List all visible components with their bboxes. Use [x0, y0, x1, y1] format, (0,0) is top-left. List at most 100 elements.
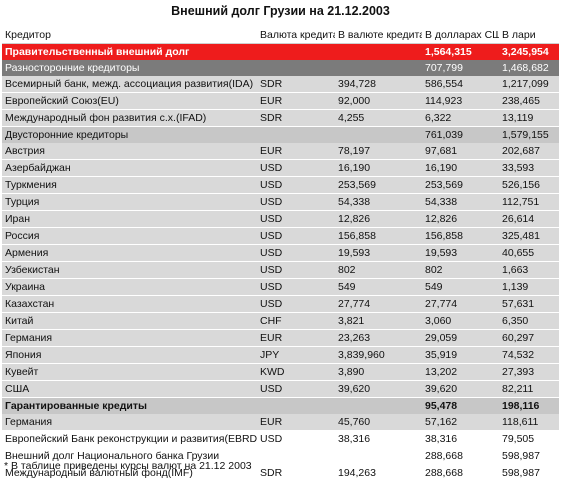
loan-currency-amount-cell	[335, 126, 422, 143]
creditor-cell: Туркмения	[2, 176, 257, 194]
usd-amount-cell: 253,569	[422, 176, 499, 194]
currency-cell: SDR	[257, 464, 335, 482]
usd-amount-cell: 97,681	[422, 143, 499, 160]
table-row: Россия USD 156,858 156,858 325,481	[2, 227, 559, 245]
table-row: Европейский Банк реконструкции и развити…	[2, 430, 559, 448]
creditor-cell: США	[2, 380, 257, 398]
currency-cell: USD	[257, 176, 335, 194]
currency-cell: USD	[257, 193, 335, 211]
lari-amount-cell: 202,687	[499, 143, 559, 160]
lari-amount-cell: 57,631	[499, 295, 559, 313]
currency-cell: EUR	[257, 143, 335, 160]
creditor-cell: Кувейт	[2, 363, 257, 381]
creditor-cell: Узбекистан	[2, 261, 257, 279]
usd-amount-cell: 586,554	[422, 76, 499, 93]
loan-currency-amount-cell	[335, 43, 422, 60]
table-row: Двусторонние кредиторы 761,039 1,579,155	[2, 126, 559, 143]
lari-amount-cell: 1,468,682	[499, 60, 559, 76]
loan-currency-amount-cell: 23,263	[335, 329, 422, 347]
currency-cell: USD	[257, 159, 335, 177]
table-row: Кувейт KWD 3,890 13,202 27,393	[2, 363, 559, 381]
table-row: Туркмения USD 253,569 253,569 526,156	[2, 176, 559, 194]
loan-currency-amount-cell: 39,620	[335, 380, 422, 398]
currency-cell: USD	[257, 295, 335, 313]
table-row: Европейский Союз(EU) EUR 92,000 114,923 238,…	[2, 92, 559, 110]
currency-cell: USD	[257, 380, 335, 398]
currency-cell	[257, 447, 335, 465]
usd-amount-cell: 27,774	[422, 295, 499, 313]
loan-currency-amount-cell: 194,263	[335, 464, 422, 482]
creditor-cell: Украина	[2, 278, 257, 296]
table-row: Узбекистан USD 802 802 1,663	[2, 261, 559, 279]
usd-amount-cell: 57,162	[422, 414, 499, 431]
lari-amount-cell: 598,987	[499, 464, 559, 482]
lari-amount-cell: 82,211	[499, 380, 559, 398]
currency-cell: EUR	[257, 329, 335, 347]
currency-cell: EUR	[257, 414, 335, 431]
loan-currency-amount-cell: 3,821	[335, 312, 422, 330]
loan-currency-amount-cell: 45,760	[335, 414, 422, 431]
creditor-cell: Иран	[2, 210, 257, 228]
currency-cell: USD	[257, 430, 335, 448]
loan-currency-amount-cell: 54,338	[335, 193, 422, 211]
creditor-cell: Внешний долг Национального банка Грузии	[2, 447, 257, 465]
table-row: Казахстан USD 27,774 27,774 57,631	[2, 295, 559, 313]
currency-cell: USD	[257, 261, 335, 279]
creditor-cell: Китай	[2, 312, 257, 330]
creditor-cell: Правительственный внешний долг	[2, 43, 257, 60]
lari-amount-cell: 526,156	[499, 176, 559, 194]
creditor-cell: Разносторонние кредиторы	[2, 60, 257, 76]
loan-currency-amount-cell: 12,826	[335, 210, 422, 228]
page-title: Внешний долг Грузии на 21.12.2003	[171, 4, 390, 18]
lari-amount-cell: 3,245,954	[499, 43, 559, 60]
table-row: Австрия EUR 78,197 97,681 202,687	[2, 143, 559, 160]
table-row: Армения USD 19,593 19,593 40,655	[2, 244, 559, 262]
lari-amount-cell: 112,751	[499, 193, 559, 211]
table-row: Германия EUR 45,760 57,162 118,611	[2, 414, 559, 431]
creditor-cell: Россия	[2, 227, 257, 245]
loan-currency-amount-cell: 549	[335, 278, 422, 296]
loan-currency-amount-cell: 4,255	[335, 109, 422, 127]
lari-amount-cell: 13,119	[499, 109, 559, 127]
usd-amount-cell: 29,059	[422, 329, 499, 347]
lari-amount-cell: 27,393	[499, 363, 559, 381]
table-header-row: Кредитор Валюта кредита В валюте кредита…	[2, 27, 559, 44]
usd-amount-cell: 19,593	[422, 244, 499, 262]
loan-currency-amount-cell	[335, 60, 422, 76]
lari-amount-cell: 60,297	[499, 329, 559, 347]
lari-amount-cell: 33,593	[499, 159, 559, 177]
loan-currency-amount-cell: 253,569	[335, 176, 422, 194]
usd-amount-cell: 39,620	[422, 380, 499, 398]
usd-amount-cell: 288,668	[422, 464, 499, 482]
creditor-cell: Всемирный банк, межд. ассоциация развити…	[2, 76, 257, 93]
usd-amount-cell: 3,060	[422, 312, 499, 330]
creditor-cell: Германия	[2, 414, 257, 431]
creditor-cell: Двусторонние кредиторы	[2, 126, 257, 143]
table-row: Правительственный внешний долг 1,564,315 3…	[2, 43, 559, 60]
debt-table: Кредитор Валюта кредита В валюте кредита…	[2, 27, 559, 482]
currency-cell: USD	[257, 210, 335, 228]
loan-currency-amount-cell: 27,774	[335, 295, 422, 313]
table-row: Турция USD 54,338 54,338 112,751	[2, 193, 559, 211]
usd-amount-cell: 761,039	[422, 126, 499, 143]
creditor-cell: Казахстан	[2, 295, 257, 313]
creditor-cell: Армения	[2, 244, 257, 262]
table-row: Гарантированные кредиты 95,478 198,116	[2, 397, 559, 414]
usd-amount-cell: 288,668	[422, 447, 499, 465]
loan-currency-amount-cell	[335, 397, 422, 414]
table-row: США USD 39,620 39,620 82,211	[2, 380, 559, 398]
usd-amount-cell: 13,202	[422, 363, 499, 381]
table-row: Всемирный банк, межд. ассоциация развити…	[2, 76, 559, 93]
table-row: Украина USD 549 549 1,139	[2, 278, 559, 296]
currency-cell: SDR	[257, 76, 335, 93]
lari-amount-cell: 1,663	[499, 261, 559, 279]
column-header-loan-currency-amount: В валюте кредита	[335, 27, 422, 44]
lari-amount-cell: 1,579,155	[499, 126, 559, 143]
creditor-cell: Германия	[2, 329, 257, 347]
usd-amount-cell: 707,799	[422, 60, 499, 76]
usd-amount-cell: 156,858	[422, 227, 499, 245]
loan-currency-amount-cell: 802	[335, 261, 422, 279]
currency-cell: USD	[257, 278, 335, 296]
lari-amount-cell: 325,481	[499, 227, 559, 245]
loan-currency-amount-cell: 38,316	[335, 430, 422, 448]
